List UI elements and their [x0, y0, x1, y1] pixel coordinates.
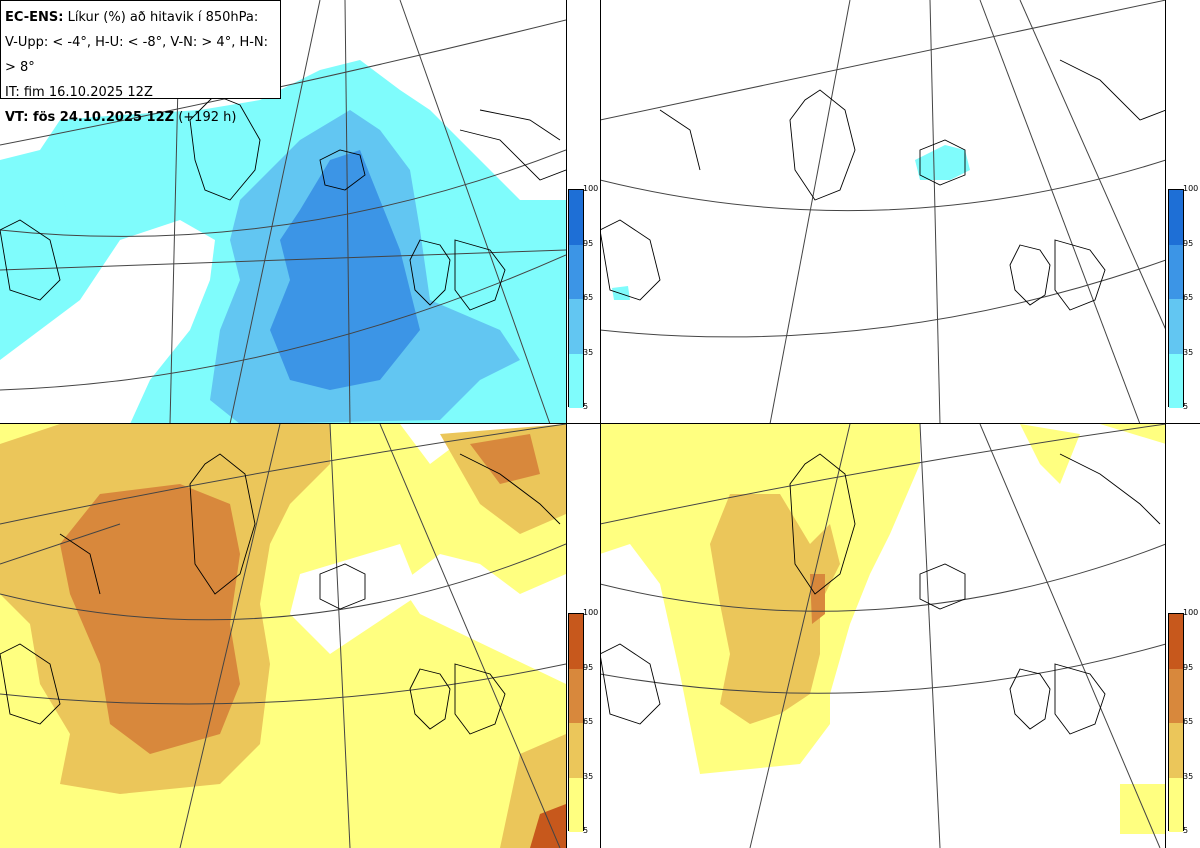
colorbar-tick-label: 5: [583, 826, 589, 835]
valid-time: VT: fös 24.10.2025 12Z: [5, 110, 175, 125]
map-panel-warm-8: [600, 424, 1166, 848]
colorbar-segment: [1169, 668, 1183, 723]
probability-map-warm-8: [600, 424, 1166, 848]
colorbar-warm-bottom-left: [568, 613, 584, 832]
probability-map-cold-4: [0, 0, 566, 424]
probability-map-warm-4: [0, 424, 566, 848]
colorbar-tick-label: 65: [583, 293, 594, 302]
colorbar-segment: [569, 614, 583, 669]
colorbar-segment: [569, 668, 583, 723]
colorbar-segment: [569, 777, 583, 832]
map-title-box: EC-ENS: Líkur (%) að hitavik í 850hPa: V…: [0, 0, 281, 125]
colorbar-segment: [1169, 353, 1183, 408]
colorbar-tick-label: 35: [1183, 347, 1194, 357]
colorbar-cold-top-right: [1168, 189, 1184, 408]
model-name: EC-ENS:: [5, 10, 64, 25]
variable-description: Líkur (%) að hitavik í 850hPa:: [67, 10, 259, 25]
init-time: IT: fim 16.10.2025 12Z: [5, 85, 153, 100]
colorbar-tick-label: 35: [583, 771, 594, 781]
colorbar-cold-top-left: [568, 189, 584, 408]
colorbar-segment: [569, 299, 583, 354]
colorbar-segment: [569, 353, 583, 408]
panel-divider-left: [566, 0, 567, 848]
colorbar-segment: [1169, 299, 1183, 354]
colorbar-tick-label: 35: [583, 347, 594, 357]
colorbar-segment: [1169, 244, 1183, 299]
map-panel-cold-8: [600, 0, 1166, 424]
colorbar-tick-label: 65: [1183, 293, 1194, 302]
threshold-legend: V-Upp: < -4°, H-U: < -8°, V-N: > 4°, H-N…: [5, 35, 269, 75]
colorbar-segment: [1169, 614, 1183, 669]
colorbar-tick-label: 100: [583, 608, 599, 617]
colorbar-segment: [1169, 723, 1183, 778]
colorbar-segment: [569, 723, 583, 778]
colorbar-segment: [1169, 777, 1183, 832]
colorbar-tick-label: 100: [1183, 608, 1199, 617]
colorbar-segment: [569, 190, 583, 245]
colorbar-warm-bottom-right: [1168, 613, 1184, 832]
lead-time: (+192 h): [178, 110, 237, 125]
panel-border-right: [1165, 0, 1166, 848]
colorbar-tick-label: 5: [1183, 402, 1189, 411]
map-panel-cold-4: EC-ENS: Líkur (%) að hitavik í 850hPa: V…: [0, 0, 566, 424]
colorbar-tick-label: 5: [1183, 826, 1189, 835]
colorbar-tick-label: 35: [1183, 771, 1194, 781]
probability-map-cold-8: [600, 0, 1166, 424]
colorbar-tick-label: 95: [583, 662, 594, 672]
colorbar-segment: [569, 244, 583, 299]
colorbar-tick-label: 100: [583, 184, 599, 193]
colorbar-tick-label: 100: [1183, 184, 1199, 193]
colorbar-tick-label: 95: [1183, 238, 1194, 248]
map-panel-warm-4: [0, 424, 566, 848]
colorbar-tick-label: 95: [583, 238, 594, 248]
colorbar-tick-label: 5: [583, 402, 589, 411]
colorbar-tick-label: 65: [583, 717, 594, 726]
colorbar-segment: [1169, 190, 1183, 245]
panel-divider-right: [600, 0, 601, 848]
colorbar-tick-label: 65: [1183, 717, 1194, 726]
colorbar-tick-label: 95: [1183, 662, 1194, 672]
